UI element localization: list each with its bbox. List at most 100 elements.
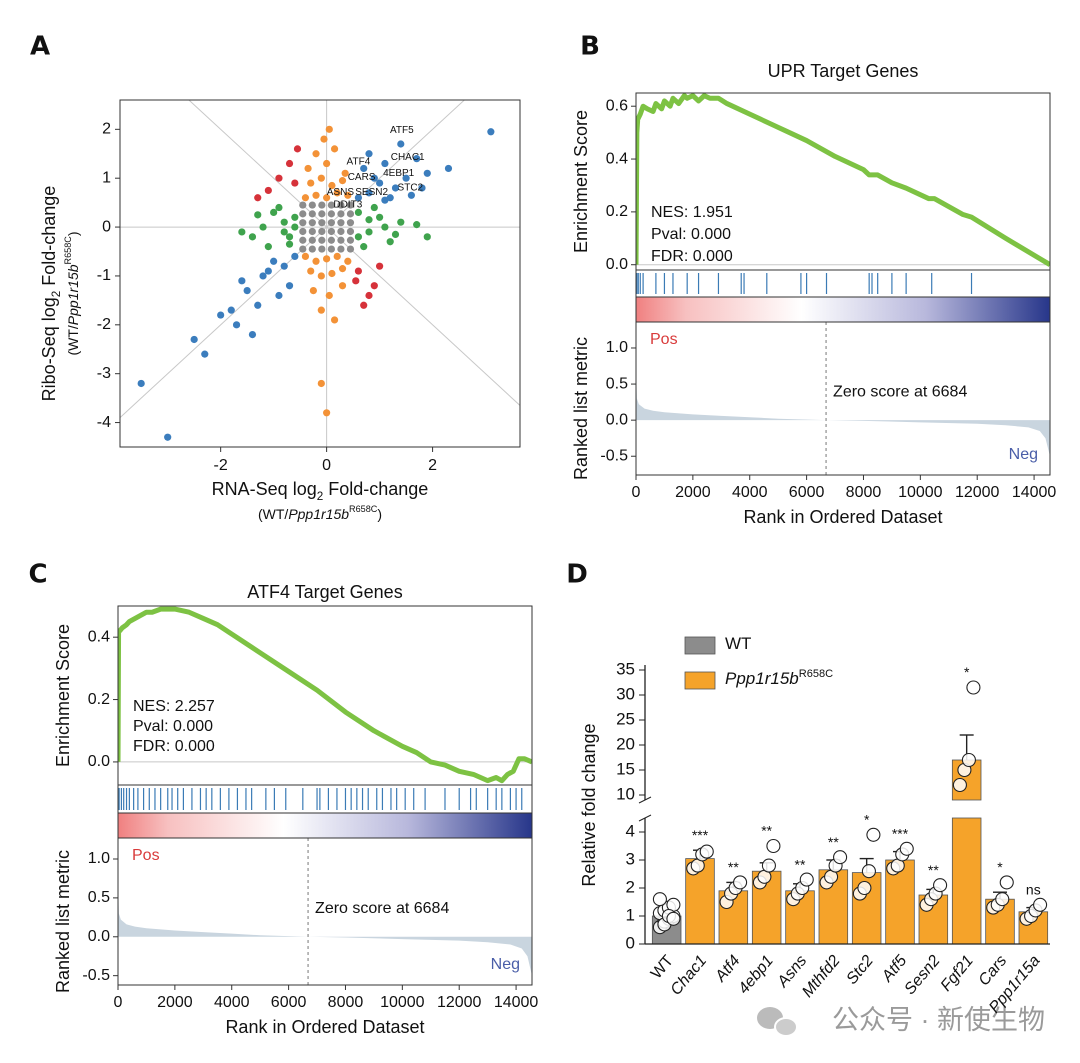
y-tick-label: 0.2 <box>88 691 110 708</box>
point <box>248 330 257 339</box>
point <box>317 306 325 314</box>
y-axis-label: Enrichment Score <box>571 110 591 253</box>
point <box>370 282 378 290</box>
zero-label: Zero score at 6684 <box>833 383 967 400</box>
point <box>327 201 335 209</box>
x-tick-label: 2000 <box>157 994 193 1011</box>
data-point <box>857 880 872 896</box>
point <box>270 257 278 265</box>
x-tick-label: 12000 <box>437 994 482 1011</box>
point <box>327 210 335 218</box>
panel-frame <box>117 784 533 814</box>
x-axis-label-part: Fold-change <box>323 479 428 499</box>
point <box>312 191 320 199</box>
point <box>217 311 225 319</box>
point <box>381 196 389 204</box>
x-tick-label: 4000 <box>732 484 768 501</box>
neg-label: Neg <box>491 956 520 973</box>
point <box>407 191 415 199</box>
point <box>308 210 316 218</box>
point <box>307 179 315 187</box>
point <box>308 227 316 236</box>
x-tick-label: Stc2 <box>843 952 877 988</box>
enrichment-line <box>636 93 1050 267</box>
x-tick-label: 8000 <box>846 484 882 501</box>
significance: ** <box>928 862 939 878</box>
stat-text: FDR: 0.000 <box>133 738 215 755</box>
point <box>327 236 335 244</box>
point <box>317 379 325 388</box>
y-tick-label: 0.5 <box>88 889 110 906</box>
point <box>299 219 307 227</box>
y-tick-label: -3 <box>97 365 111 382</box>
data-point <box>999 875 1014 890</box>
bar <box>951 817 982 945</box>
point <box>323 159 331 168</box>
legend-swatch <box>684 636 716 655</box>
x-tick-label: 0 <box>632 484 641 501</box>
point <box>333 189 341 197</box>
point <box>327 245 335 253</box>
pos-label: Pos <box>132 847 160 864</box>
panel-label: C <box>28 560 47 590</box>
point <box>354 233 363 241</box>
y-axis-label-part: Ribo-Seq log <box>39 297 59 401</box>
point <box>190 335 198 344</box>
panel-label: A <box>30 32 50 62</box>
neg-label: Neg <box>1009 446 1038 463</box>
gene-label: SESN2 <box>355 187 388 198</box>
x-axis-label-part: RNA-Seq log <box>212 479 317 499</box>
point <box>344 191 352 199</box>
y-tick-label: 35 <box>616 659 635 678</box>
gene-label: CARS <box>348 172 376 183</box>
x-axis-label: RNA-Seq log2 Fold-change <box>212 479 429 503</box>
point <box>164 433 172 441</box>
y-tick-label: 4 <box>626 821 635 840</box>
significance: ** <box>728 859 739 875</box>
point <box>308 201 316 209</box>
point <box>346 245 355 253</box>
point <box>280 262 288 270</box>
point <box>381 223 389 231</box>
point <box>325 291 333 300</box>
x-tick-label: Chac1 <box>668 952 711 998</box>
x-axis-label-part: R658C <box>349 504 378 514</box>
point <box>337 201 345 209</box>
point <box>376 262 384 270</box>
y-axis-label: Ranked list metric <box>53 850 73 993</box>
y-tick-label: 0.4 <box>606 150 628 167</box>
point <box>346 210 355 218</box>
data-point <box>833 850 848 865</box>
panel-frame <box>117 837 533 986</box>
data-point <box>766 838 781 854</box>
point <box>330 145 339 153</box>
y-tick-label: -1 <box>97 267 111 284</box>
x-tick-label: 0 <box>322 457 331 474</box>
y-axis-label-part: Fold-change <box>39 186 59 291</box>
point <box>309 287 317 295</box>
point <box>423 169 431 177</box>
point <box>291 223 299 231</box>
point <box>299 201 307 209</box>
legend-label-part: R658C <box>799 668 833 680</box>
x-tick-label: Sesn2 <box>901 952 943 998</box>
stat-text: Pval: 0.000 <box>651 226 731 243</box>
data-point <box>666 911 681 926</box>
x-tick-label: -2 <box>214 457 228 474</box>
stat-text: NES: 1.951 <box>651 204 733 221</box>
point <box>354 194 363 202</box>
x-axis-label: (WT/Ppp1r15bR658C) <box>258 504 382 521</box>
legend-label-part: Ppp1r15b <box>725 669 799 688</box>
point <box>337 219 345 227</box>
y-tick-label: 0.0 <box>88 753 110 770</box>
heat-bar <box>636 297 1050 322</box>
point <box>381 159 389 168</box>
gene-label: DDIT3 <box>333 200 362 211</box>
point <box>248 233 257 241</box>
y-axis-label: Ribo-Seq log2 Fold-change <box>39 186 63 402</box>
significance: * <box>964 664 970 680</box>
point <box>346 219 355 227</box>
point <box>323 194 331 202</box>
watermark: 公众号 · 新使生物 <box>832 1005 1045 1035</box>
point <box>307 267 315 275</box>
